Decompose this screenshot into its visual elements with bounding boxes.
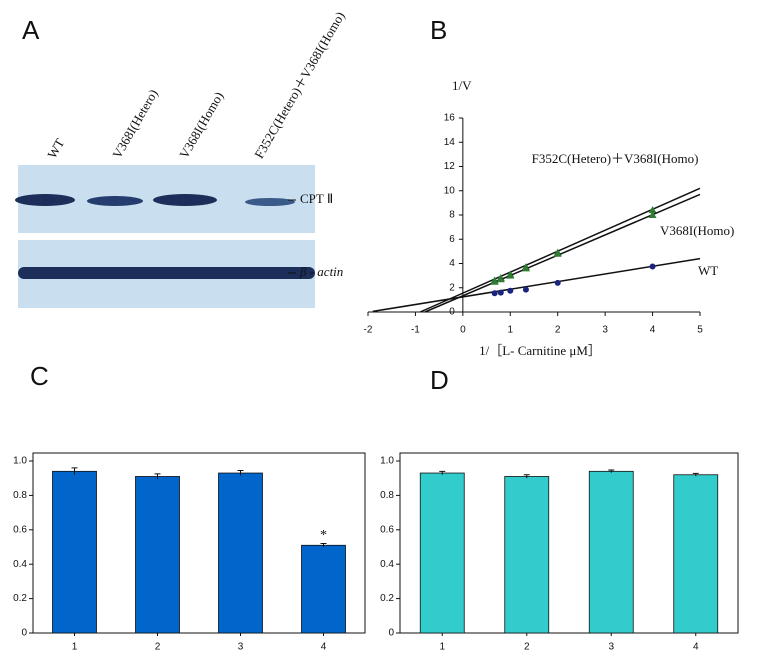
- y-tick-label: 8: [449, 210, 455, 221]
- x-tick-label: 0: [460, 325, 466, 336]
- x-tick-label: 1: [72, 642, 78, 653]
- point: [497, 289, 504, 296]
- error-bar: [523, 474, 530, 479]
- bar: [52, 470, 97, 634]
- y-tick-label: 0.2: [380, 593, 394, 604]
- x-tick-label: 3: [608, 642, 614, 653]
- x-tick-label: 4: [693, 642, 699, 653]
- x-tick-label: -2: [364, 325, 373, 336]
- error-bar: [608, 469, 615, 473]
- error-bar: [71, 467, 78, 475]
- y-tick-label: 1.0: [380, 456, 394, 467]
- plot-frame: [399, 452, 739, 634]
- point: [507, 287, 514, 294]
- point: [648, 206, 657, 214]
- y-tick-label: 0.6: [380, 524, 394, 535]
- y-tick-label: 16: [444, 113, 456, 124]
- y-tick-label: 10: [444, 185, 456, 196]
- error-bar: [237, 469, 244, 476]
- point: [648, 211, 657, 218]
- x-tick-label: 1: [439, 642, 445, 653]
- lane-label: V368I(Hetero): [109, 87, 161, 161]
- point: [491, 290, 498, 297]
- x-tick-label: -1: [411, 325, 420, 336]
- lane-label: V368I(Homo): [176, 89, 226, 161]
- panel-label: D: [430, 365, 449, 395]
- panel-label: A: [22, 15, 40, 45]
- y-tick-label: 0: [21, 628, 27, 639]
- lane-label: F352C(Hetero)＋V368I(Homo): [251, 9, 347, 161]
- point: [522, 286, 529, 293]
- plot-frame: [32, 452, 366, 634]
- bar: [301, 544, 346, 634]
- bar: [588, 470, 634, 634]
- y-axis-label: 1/V: [452, 78, 472, 93]
- x-tick-label: 1: [508, 325, 514, 336]
- x-tick-label: 3: [602, 325, 608, 336]
- panel-label: B: [430, 15, 447, 45]
- panel-label: C: [30, 361, 49, 391]
- y-tick-label: 1.0: [13, 456, 27, 467]
- y-tick-label: 6: [449, 234, 455, 245]
- point: [490, 277, 499, 285]
- point: [521, 264, 530, 272]
- y-tick-label: 0.2: [13, 593, 27, 604]
- y-tick-label: 0: [388, 628, 394, 639]
- y-tick-label: 0.8: [13, 490, 27, 501]
- bar: [218, 472, 263, 634]
- fit-line: [419, 187, 701, 313]
- y-tick-label: 0.8: [380, 490, 394, 501]
- band-label: β - actin: [299, 264, 343, 279]
- y-tick-label: 14: [444, 137, 456, 148]
- x-tick-label: 4: [321, 642, 327, 653]
- y-tick-label: 4: [449, 258, 455, 269]
- blot-image: [15, 165, 315, 308]
- annotation: *: [320, 528, 327, 543]
- series-label: F352C(Hetero)＋V368I(Homo): [532, 151, 699, 166]
- point: [553, 249, 562, 257]
- point: [506, 271, 515, 279]
- x-tick-label: 2: [555, 325, 561, 336]
- bar: [504, 476, 550, 634]
- bar: [135, 476, 180, 634]
- bar: [419, 472, 465, 634]
- error-bar: [154, 473, 161, 480]
- y-tick-label: 0.4: [13, 559, 27, 570]
- lane-label: WT: [44, 136, 67, 161]
- x-axis-label: 1/［L- Carnitine μM］: [479, 343, 601, 358]
- point: [554, 279, 561, 286]
- y-tick-label: 2: [449, 282, 455, 293]
- error-bar: [692, 472, 699, 477]
- series-label: WT: [698, 263, 718, 278]
- fit-line: [372, 257, 701, 313]
- fit-line: [424, 193, 701, 313]
- y-tick-label: 0.6: [13, 524, 27, 535]
- x-tick-label: 5: [697, 325, 703, 336]
- y-tick-label: 0.4: [380, 559, 394, 570]
- point: [496, 275, 505, 283]
- x-tick-label: 2: [524, 642, 530, 653]
- point: [649, 263, 656, 270]
- bar: [673, 474, 719, 634]
- y-tick-label: 12: [444, 161, 456, 172]
- band-label: CPT Ⅱ: [300, 191, 333, 206]
- error-bar: [439, 470, 446, 475]
- series-label: V368I(Homo): [660, 223, 734, 238]
- x-tick-label: 2: [155, 642, 161, 653]
- x-tick-label: 3: [238, 642, 244, 653]
- x-tick-label: 4: [650, 325, 656, 336]
- error-bar: [320, 543, 327, 547]
- y-tick-label: 0: [449, 307, 455, 318]
